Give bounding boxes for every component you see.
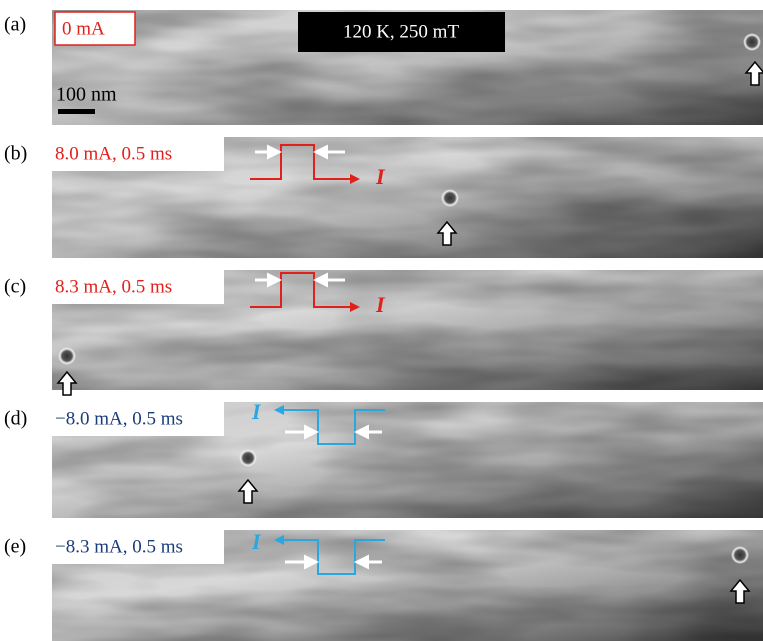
current-pulse <box>274 535 385 575</box>
current-pulse <box>274 405 385 445</box>
current-label: −8.3 mA, 0.5 ms <box>55 536 183 557</box>
panel-label: (c) <box>4 276 26 298</box>
current-box <box>54 11 136 46</box>
position-arrow <box>729 578 751 604</box>
current-label: 0 mA <box>62 18 105 39</box>
current-label: 8.0 mA, 0.5 ms <box>55 143 172 164</box>
panel-label: (d) <box>4 408 27 430</box>
scale-bar-label: 100 nm <box>56 84 117 106</box>
current-box <box>52 270 224 304</box>
position-arrow <box>744 60 763 86</box>
skyrmion <box>239 449 257 467</box>
current-pulse <box>250 272 360 312</box>
current-box <box>52 137 224 171</box>
skyrmion <box>58 347 76 365</box>
current-symbol: I <box>375 292 386 317</box>
panel-label: (b) <box>4 143 27 165</box>
scale-bar <box>58 109 95 114</box>
current-box <box>52 530 224 564</box>
skyrmion <box>441 189 459 207</box>
current-label: −8.0 mA, 0.5 ms <box>55 408 183 429</box>
position-arrow <box>436 220 458 246</box>
current-symbol: I <box>251 529 262 554</box>
position-arrow <box>237 478 259 504</box>
current-pulse <box>250 144 360 184</box>
position-arrow <box>56 370 78 396</box>
condition-label: 120 K, 250 mT <box>343 21 460 42</box>
current-symbol: I <box>375 164 386 189</box>
condition-box <box>298 12 505 52</box>
current-label: 8.3 mA, 0.5 ms <box>55 276 172 297</box>
current-box <box>52 402 224 436</box>
panel-label: (e) <box>4 536 26 558</box>
skyrmion <box>731 546 749 564</box>
skyrmion <box>743 33 761 51</box>
panel-label: (a) <box>4 14 26 36</box>
current-symbol: I <box>251 399 262 424</box>
